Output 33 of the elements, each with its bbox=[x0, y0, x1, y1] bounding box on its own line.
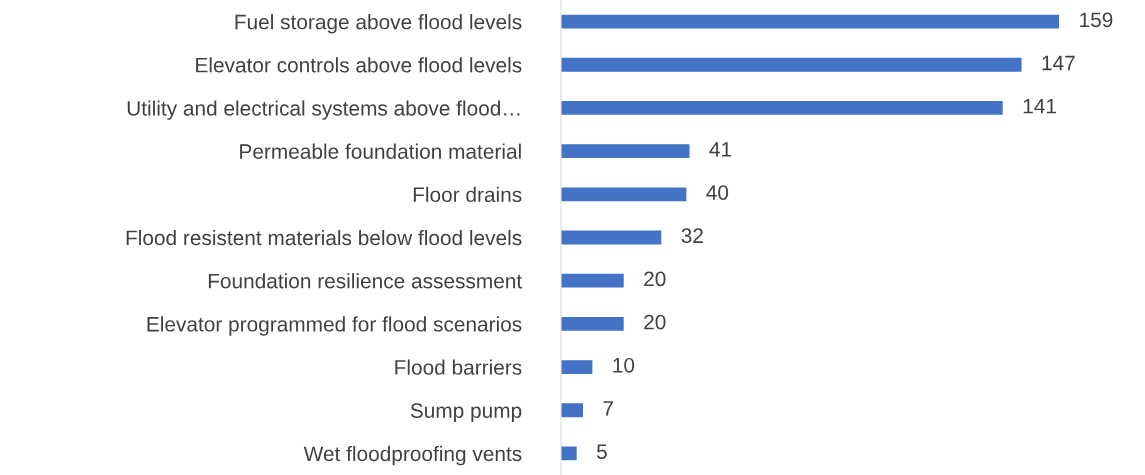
data-label: 32 bbox=[681, 228, 703, 244]
data-label: 10 bbox=[613, 357, 635, 373]
data-label: 20 bbox=[644, 314, 666, 330]
y-tick-label: Floor drains bbox=[413, 186, 522, 203]
bar bbox=[561, 230, 662, 245]
data-label: 5 bbox=[596, 444, 607, 459]
y-tick-label: Sump pump bbox=[410, 403, 522, 423]
data-label: 147 bbox=[1042, 55, 1075, 71]
y-tick-label: Permeable foundation material bbox=[240, 143, 521, 159]
y-tick-label: Foundation resilience assessment bbox=[208, 273, 523, 289]
data-label: 41 bbox=[709, 142, 732, 157]
bar bbox=[561, 403, 583, 418]
bar bbox=[561, 360, 593, 374]
y-tick-label: Elevator controls above flood levels bbox=[196, 57, 522, 73]
data-label: 159 bbox=[1080, 12, 1113, 28]
y-tick-label: Flood resistent materials below flood levels bbox=[126, 229, 522, 246]
y-tick-label: Utility and electrical systems above flood… bbox=[127, 100, 520, 120]
y-tick-label: Fuel storage above flood levels bbox=[235, 14, 522, 34]
data-label: 40 bbox=[706, 185, 729, 200]
bar bbox=[561, 273, 624, 288]
data-label: 141 bbox=[1023, 99, 1056, 114]
y-tick-label: Flood barriers bbox=[395, 359, 522, 375]
data-label: 7 bbox=[603, 401, 613, 416]
bar bbox=[561, 57, 1022, 72]
bar bbox=[561, 316, 624, 331]
y-tick-label: Wet floodproofing vents bbox=[303, 445, 522, 466]
data-label: 20 bbox=[644, 271, 666, 287]
bar bbox=[561, 101, 1003, 115]
y-tick-label: Elevator programmed for flood scenarios bbox=[147, 316, 522, 336]
bar bbox=[561, 187, 687, 202]
bar bbox=[561, 14, 1060, 29]
bar bbox=[561, 446, 577, 461]
bar bbox=[561, 144, 690, 159]
